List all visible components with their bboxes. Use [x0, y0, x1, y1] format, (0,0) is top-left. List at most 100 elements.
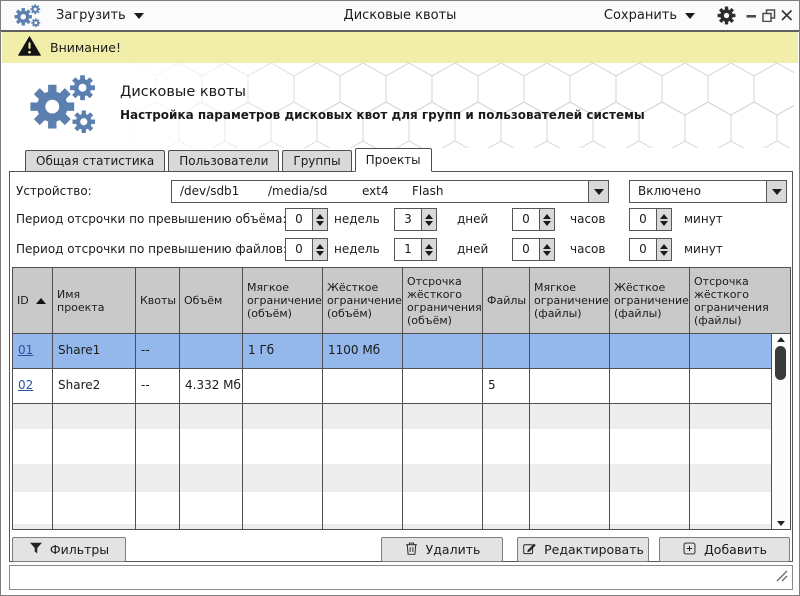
status-bar	[9, 565, 793, 590]
arrow-down-icon	[660, 220, 668, 226]
cell-files	[483, 334, 530, 368]
add-button-label: Добавить	[704, 542, 767, 557]
empty-cell	[323, 524, 403, 529]
empty-cell	[13, 464, 53, 492]
column-header-volume[interactable]: Объём	[180, 268, 243, 333]
page-header: Дисковые квоты Настройка параметров диск…	[2, 63, 798, 148]
table-row-selected[interactable]: 01 Share1 -- 1 Гб 1100 Мб	[13, 334, 771, 369]
device-select-button[interactable]	[588, 181, 608, 202]
device-path: /dev/sdb1	[180, 184, 240, 198]
column-header-soft-limit-files[interactable]: Мягкое ограничение (файлы)	[530, 268, 610, 333]
column-header-hard-limit-volume[interactable]: Жёсткое ограничение (объём)	[323, 268, 403, 333]
load-menu-button[interactable]: Загрузить	[56, 1, 144, 30]
stepper-buttons[interactable]	[656, 209, 671, 230]
chevron-down-icon	[593, 188, 604, 195]
stepper-value[interactable]: 1	[395, 239, 421, 260]
cell-grace-hard-files	[690, 369, 771, 403]
empty-cell	[690, 464, 771, 492]
arrow-up-icon	[660, 243, 668, 249]
scrollbar-thumb[interactable]	[775, 346, 786, 380]
quota-status-select[interactable]: Включено	[629, 180, 787, 203]
arrow-down-icon	[543, 250, 551, 256]
project-id-link[interactable]: 01	[18, 343, 34, 357]
quota-status-select-button[interactable]	[766, 181, 786, 202]
add-button[interactable]: Добавить	[659, 537, 790, 562]
cell-volume: 4.332 Мб	[180, 369, 243, 403]
minimize-button[interactable]	[745, 9, 758, 22]
save-menu-button[interactable]: Сохранить	[604, 1, 695, 30]
grace-files-minutes-stepper[interactable]: 0	[629, 238, 672, 261]
close-button[interactable]	[780, 9, 793, 22]
column-header-grace-hard-files[interactable]: Отсрочка жёсткого ограничения (файлы)	[694, 274, 769, 327]
stepper-buttons[interactable]	[312, 209, 327, 230]
tab-users[interactable]: Пользователи	[168, 150, 280, 172]
project-id-link[interactable]: 02	[18, 378, 34, 392]
scroll-down-button[interactable]	[772, 521, 790, 526]
column-header-quotas[interactable]: Квоты	[136, 268, 180, 333]
empty-row	[13, 404, 771, 429]
device-select[interactable]: /dev/sdb1 /media/sd ext4 Flash	[171, 180, 609, 203]
stepper-buttons[interactable]	[539, 209, 554, 230]
resize-grip[interactable]	[774, 568, 789, 586]
column-header-id[interactable]: ID	[13, 268, 53, 333]
stepper-value[interactable]: 0	[513, 239, 539, 260]
stepper-value[interactable]: 0	[513, 209, 539, 230]
empty-cell	[530, 429, 610, 464]
column-header-grace-hard-volume[interactable]: Отсрочка жёсткого ограничения (объём)	[403, 268, 483, 333]
minutes-unit-label: минут	[684, 242, 723, 256]
stepper-value[interactable]: 3	[395, 209, 421, 230]
maximize-button[interactable]	[762, 9, 776, 22]
stepper-value[interactable]: 0	[286, 239, 312, 260]
trash-icon	[404, 541, 419, 559]
arrow-down-icon	[543, 220, 551, 226]
column-header-soft-limit-volume[interactable]: Мягкое ограничение (объём)	[243, 268, 323, 333]
empty-cell	[136, 492, 180, 524]
tab-general-stats[interactable]: Общая статистика	[25, 150, 166, 172]
stepper-value[interactable]: 0	[286, 209, 312, 230]
stepper-buttons[interactable]	[312, 239, 327, 260]
empty-cell	[323, 429, 403, 464]
tab-projects[interactable]: Проекты	[354, 148, 432, 172]
stepper-buttons[interactable]	[421, 239, 436, 260]
cell-soft-limit-volume: 1 Гб	[243, 334, 323, 368]
settings-button[interactable]	[717, 6, 736, 28]
grace-files-weeks-stepper[interactable]: 0	[285, 238, 328, 261]
empty-cell	[483, 429, 530, 464]
page-subtitle: Настройка параметров дисковых квот для г…	[120, 108, 645, 122]
grace-volume-days-stepper[interactable]: 3	[394, 208, 437, 231]
edit-button[interactable]: Редактировать	[517, 537, 649, 562]
scroll-up-button[interactable]	[772, 337, 790, 342]
tab-groups[interactable]: Группы	[282, 150, 352, 172]
stepper-value[interactable]: 0	[630, 209, 656, 230]
column-header-hard-limit-files[interactable]: Жёсткое ограничение (файлы)	[610, 268, 690, 333]
stepper-buttons[interactable]	[539, 239, 554, 260]
grace-volume-weeks-stepper[interactable]: 0	[285, 208, 328, 231]
empty-cell	[610, 492, 690, 524]
table-row[interactable]: 02 Share2 -- 4.332 Мб 5	[13, 369, 771, 404]
column-header-files[interactable]: Файлы	[483, 268, 530, 333]
delete-button[interactable]: Удалить	[381, 537, 503, 562]
grace-volume-minutes-stepper[interactable]: 0	[629, 208, 672, 231]
column-header-project-name[interactable]: Имя проекта	[53, 268, 136, 333]
cell-id: 01	[13, 334, 53, 368]
empty-cell	[530, 404, 610, 429]
empty-cell	[610, 404, 690, 429]
app-gears-icon	[14, 4, 41, 32]
cell-project-name: Share1	[53, 334, 136, 368]
filters-button[interactable]: Фильтры	[12, 537, 126, 562]
edit-button-label: Редактировать	[544, 542, 644, 557]
grace-files-hours-stepper[interactable]: 0	[512, 238, 555, 261]
empty-cell	[530, 464, 610, 492]
days-unit-label: дней	[457, 212, 489, 226]
empty-cell	[180, 524, 243, 529]
grace-volume-hours-stepper[interactable]: 0	[512, 208, 555, 231]
gears-logo-icon	[29, 74, 97, 141]
stepper-buttons[interactable]	[421, 209, 436, 230]
stepper-buttons[interactable]	[656, 239, 671, 260]
vertical-scrollbar[interactable]	[771, 334, 790, 529]
empty-row	[13, 492, 771, 524]
quota-status-value: Включено	[638, 184, 701, 198]
grace-files-days-stepper[interactable]: 1	[394, 238, 437, 261]
stepper-value[interactable]: 0	[630, 239, 656, 260]
cell-hard-limit-volume: 1100 Мб	[323, 334, 403, 368]
